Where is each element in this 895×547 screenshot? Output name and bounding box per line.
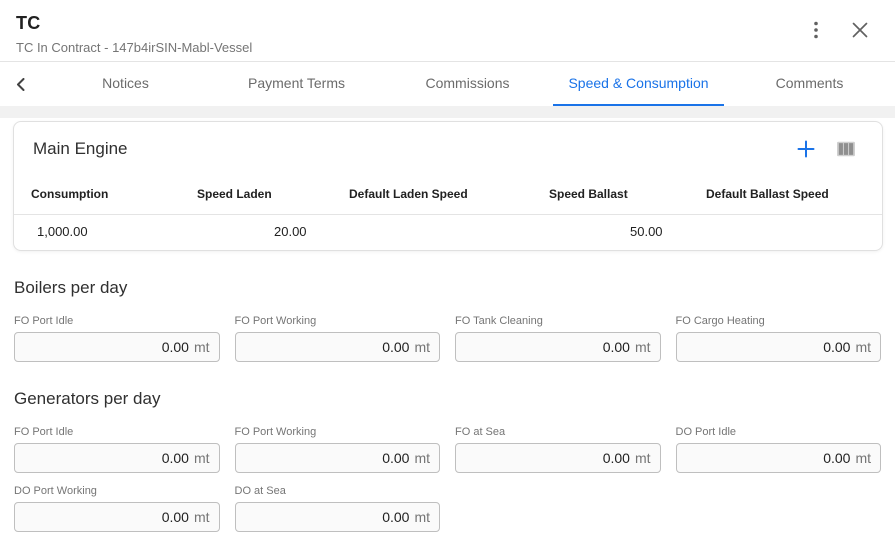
- field-label: FO Port Working: [234, 315, 317, 327]
- generators-do-at-sea-input[interactable]: 0.00 mt: [234, 502, 440, 532]
- field-generators-fo-at-sea: FO at Sea 0.00 mt: [455, 426, 661, 473]
- boilers-section-title: Boilers per day: [14, 278, 128, 297]
- field-generators-do-port-idle: DO Port Idle 0.00 mt: [675, 426, 881, 473]
- boilers-fo-tank-cleaning-input[interactable]: 0.00 mt: [455, 332, 661, 362]
- field-value: 0.00: [161, 509, 189, 525]
- main-engine-title: Main Engine: [33, 139, 128, 158]
- page-title: TC: [16, 13, 41, 33]
- field-unit: mt: [414, 450, 430, 466]
- generators-fo-port-idle-input[interactable]: 0.00 mt: [14, 443, 220, 473]
- add-row-icon[interactable]: [797, 140, 815, 158]
- field-label: FO Port Idle: [14, 315, 74, 327]
- col-consumption: Consumption: [31, 187, 109, 201]
- kebab-menu-icon[interactable]: [807, 21, 825, 39]
- field-value: 0.00: [823, 450, 851, 466]
- field-generators-fo-port-idle: FO Port Idle 0.00 mt: [14, 426, 220, 473]
- field-value: 0.00: [602, 339, 630, 355]
- field-label: FO at Sea: [455, 426, 506, 438]
- col-default-ballast-speed: Default Ballast Speed: [706, 187, 829, 201]
- field-label: FO Port Idle: [14, 426, 74, 438]
- tab-bar: Notices Payment Terms Commissions Speed …: [0, 61, 895, 106]
- field-generators-fo-port-working: FO Port Working 0.00 mt: [234, 426, 440, 473]
- generators-fo-at-sea-input[interactable]: 0.00 mt: [455, 443, 661, 473]
- main-engine-table: Consumption Speed Laden Default Laden Sp…: [14, 181, 882, 250]
- field-unit: mt: [193, 509, 210, 525]
- field-unit: mt: [855, 339, 871, 355]
- generators-section-title: Generators per day: [14, 389, 161, 408]
- chevron-left-icon[interactable]: [0, 62, 40, 106]
- field-label: FO Tank Cleaning: [455, 315, 543, 327]
- cell-default-ballast-speed[interactable]: [706, 215, 865, 250]
- field-value: 0.00: [823, 339, 851, 355]
- main-engine-card: Main Engine Con: [13, 121, 883, 251]
- field-unit: mt: [193, 450, 210, 466]
- generators-do-port-idle-input[interactable]: 0.00 mt: [675, 443, 881, 473]
- tab-commissions[interactable]: Commissions: [425, 75, 510, 91]
- boilers-fields: FO Port Idle 0.00 mt FO Port Working 0.0…: [14, 315, 881, 362]
- page-subtitle: TC In Contract - 147b4irSIN-Mabl-Vessel: [16, 40, 253, 55]
- field-boilers-fo-cargo-heating: FO Cargo Heating 0.00 mt: [675, 315, 881, 362]
- generators-fo-port-working-input[interactable]: 0.00 mt: [234, 443, 440, 473]
- col-speed-ballast: Speed Ballast: [549, 187, 628, 201]
- boilers-fo-port-working-input[interactable]: 0.00 mt: [234, 332, 440, 362]
- view-columns-icon[interactable]: [837, 140, 855, 158]
- field-value: 0.00: [382, 339, 410, 355]
- field-boilers-fo-port-working: FO Port Working 0.00 mt: [234, 315, 440, 362]
- table-header-row: Consumption Speed Laden Default Laden Sp…: [14, 181, 882, 215]
- tab-speed-consumption[interactable]: Speed & Consumption: [553, 62, 724, 106]
- main-engine-actions: [797, 140, 855, 158]
- cell-speed-laden[interactable]: 20.00: [274, 224, 307, 239]
- field-label: DO Port Working: [14, 485, 97, 497]
- tab-notices[interactable]: Notices: [102, 75, 149, 91]
- boilers-fo-cargo-heating-input[interactable]: 0.00 mt: [675, 332, 881, 362]
- cell-default-laden-speed[interactable]: [349, 215, 549, 250]
- field-boilers-fo-port-idle: FO Port Idle 0.00 mt: [14, 315, 220, 362]
- header-content-divider: [0, 106, 895, 118]
- field-value: 0.00: [602, 450, 630, 466]
- field-label: DO Port Idle: [675, 426, 737, 438]
- table-row[interactable]: 1,000.00 20.00 50.00: [14, 215, 882, 250]
- field-unit: mt: [414, 339, 430, 355]
- col-default-laden-speed: Default Laden Speed: [349, 187, 468, 201]
- cell-speed-ballast[interactable]: 50.00: [630, 224, 663, 239]
- field-boilers-fo-tank-cleaning: FO Tank Cleaning 0.00 mt: [455, 315, 661, 362]
- field-unit: mt: [414, 509, 430, 525]
- field-unit: mt: [634, 339, 651, 355]
- field-value: 0.00: [161, 339, 189, 355]
- dialog-header: TC TC In Contract - 147b4irSIN-Mabl-Vess…: [0, 0, 895, 61]
- close-icon[interactable]: [851, 21, 869, 39]
- header-actions: [807, 21, 869, 39]
- field-label: FO Port Working: [234, 426, 317, 438]
- field-unit: mt: [193, 339, 210, 355]
- boilers-fo-port-idle-input[interactable]: 0.00 mt: [14, 332, 220, 362]
- field-label: DO at Sea: [234, 485, 286, 497]
- field-value: 0.00: [161, 450, 189, 466]
- field-value: 0.00: [382, 509, 410, 525]
- generators-do-port-working-input[interactable]: 0.00 mt: [14, 502, 220, 532]
- field-unit: mt: [634, 450, 651, 466]
- generators-fields: FO Port Idle 0.00 mt FO Port Working 0.0…: [14, 426, 881, 532]
- field-generators-do-port-working: DO Port Working 0.00 mt: [14, 485, 220, 532]
- field-value: 0.00: [382, 450, 410, 466]
- field-label: FO Cargo Heating: [675, 315, 765, 327]
- cell-consumption[interactable]: 1,000.00: [37, 224, 88, 239]
- col-speed-laden: Speed Laden: [197, 187, 272, 201]
- tab-payment-terms[interactable]: Payment Terms: [248, 75, 345, 91]
- field-unit: mt: [855, 450, 871, 466]
- tab-comments[interactable]: Comments: [775, 75, 844, 91]
- main-engine-header: Main Engine: [14, 122, 882, 159]
- field-generators-do-at-sea: DO at Sea 0.00 mt: [234, 485, 440, 532]
